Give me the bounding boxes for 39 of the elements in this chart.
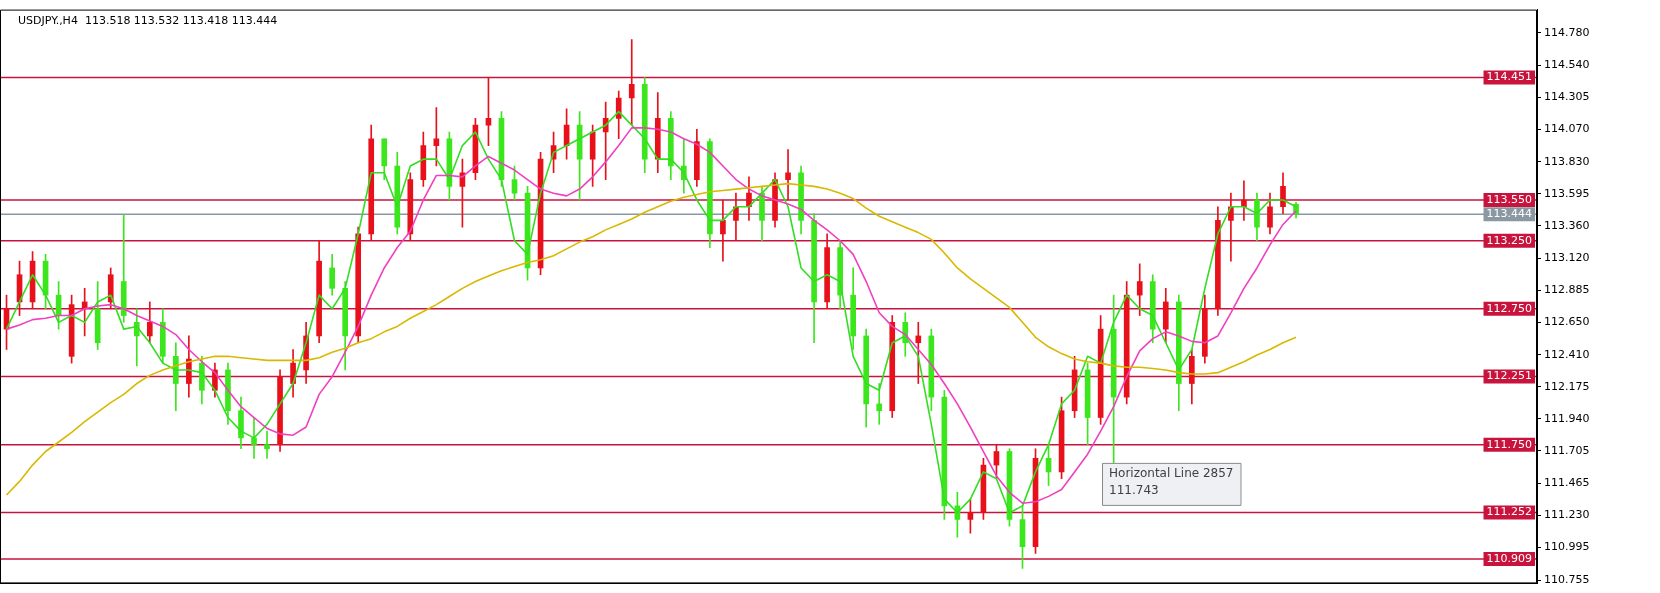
y-tick-label: 114.070 bbox=[1544, 122, 1590, 136]
candlestick bbox=[251, 417, 257, 459]
ref-line-label: 110.909 bbox=[1486, 551, 1533, 565]
y-tick-label: 112.650 bbox=[1544, 315, 1590, 329]
candlestick bbox=[785, 149, 791, 201]
y-tick-label: 111.230 bbox=[1544, 508, 1590, 522]
ref-line-label: 113.550 bbox=[1486, 192, 1533, 206]
y-tick-label: 112.410 bbox=[1544, 347, 1590, 361]
candlestick bbox=[1241, 180, 1247, 221]
annotation: Horizontal Line 2857 bbox=[1109, 466, 1234, 481]
ref-line-label: 111.252 bbox=[1486, 505, 1533, 519]
y-tick-label: 113.120 bbox=[1544, 251, 1590, 265]
y-tick-label: 110.755 bbox=[1544, 572, 1590, 586]
y-tick-label: 113.360 bbox=[1544, 218, 1590, 232]
candlestick bbox=[720, 199, 726, 262]
candlestick bbox=[264, 430, 270, 459]
ref-line-label: 113.250 bbox=[1486, 233, 1533, 247]
candlestick bbox=[1228, 192, 1234, 262]
ref-line-label: 112.251 bbox=[1486, 369, 1533, 383]
ref-line-label: 112.750 bbox=[1486, 301, 1533, 315]
y-tick-label: 111.940 bbox=[1544, 411, 1590, 425]
ref-line-label: 114.451 bbox=[1486, 70, 1533, 84]
y-tick-label: 110.995 bbox=[1544, 540, 1590, 554]
candlestick bbox=[915, 322, 922, 384]
candlestick bbox=[876, 383, 883, 425]
y-tick-label: 111.465 bbox=[1544, 476, 1590, 490]
y-tick-label: 113.595 bbox=[1544, 186, 1590, 200]
annotation: 111.743 bbox=[1109, 483, 1159, 498]
text: USDJPY.,H4 113.518 113.532 113.418 113.444 bbox=[18, 14, 278, 28]
y-tick-label: 114.780 bbox=[1544, 25, 1590, 39]
y-tick-label: 114.540 bbox=[1544, 58, 1590, 72]
y-tick-label: 113.830 bbox=[1544, 154, 1590, 168]
y-tick-label: 112.175 bbox=[1544, 379, 1590, 393]
ref-line-label: 111.750 bbox=[1486, 437, 1533, 451]
y-tick-label: 112.885 bbox=[1544, 283, 1590, 297]
y-tick-label: 111.705 bbox=[1544, 443, 1590, 457]
y-tick-label: 114.305 bbox=[1544, 90, 1590, 104]
candlestick bbox=[628, 39, 635, 126]
ref-line-label: 113.444 bbox=[1486, 207, 1533, 221]
